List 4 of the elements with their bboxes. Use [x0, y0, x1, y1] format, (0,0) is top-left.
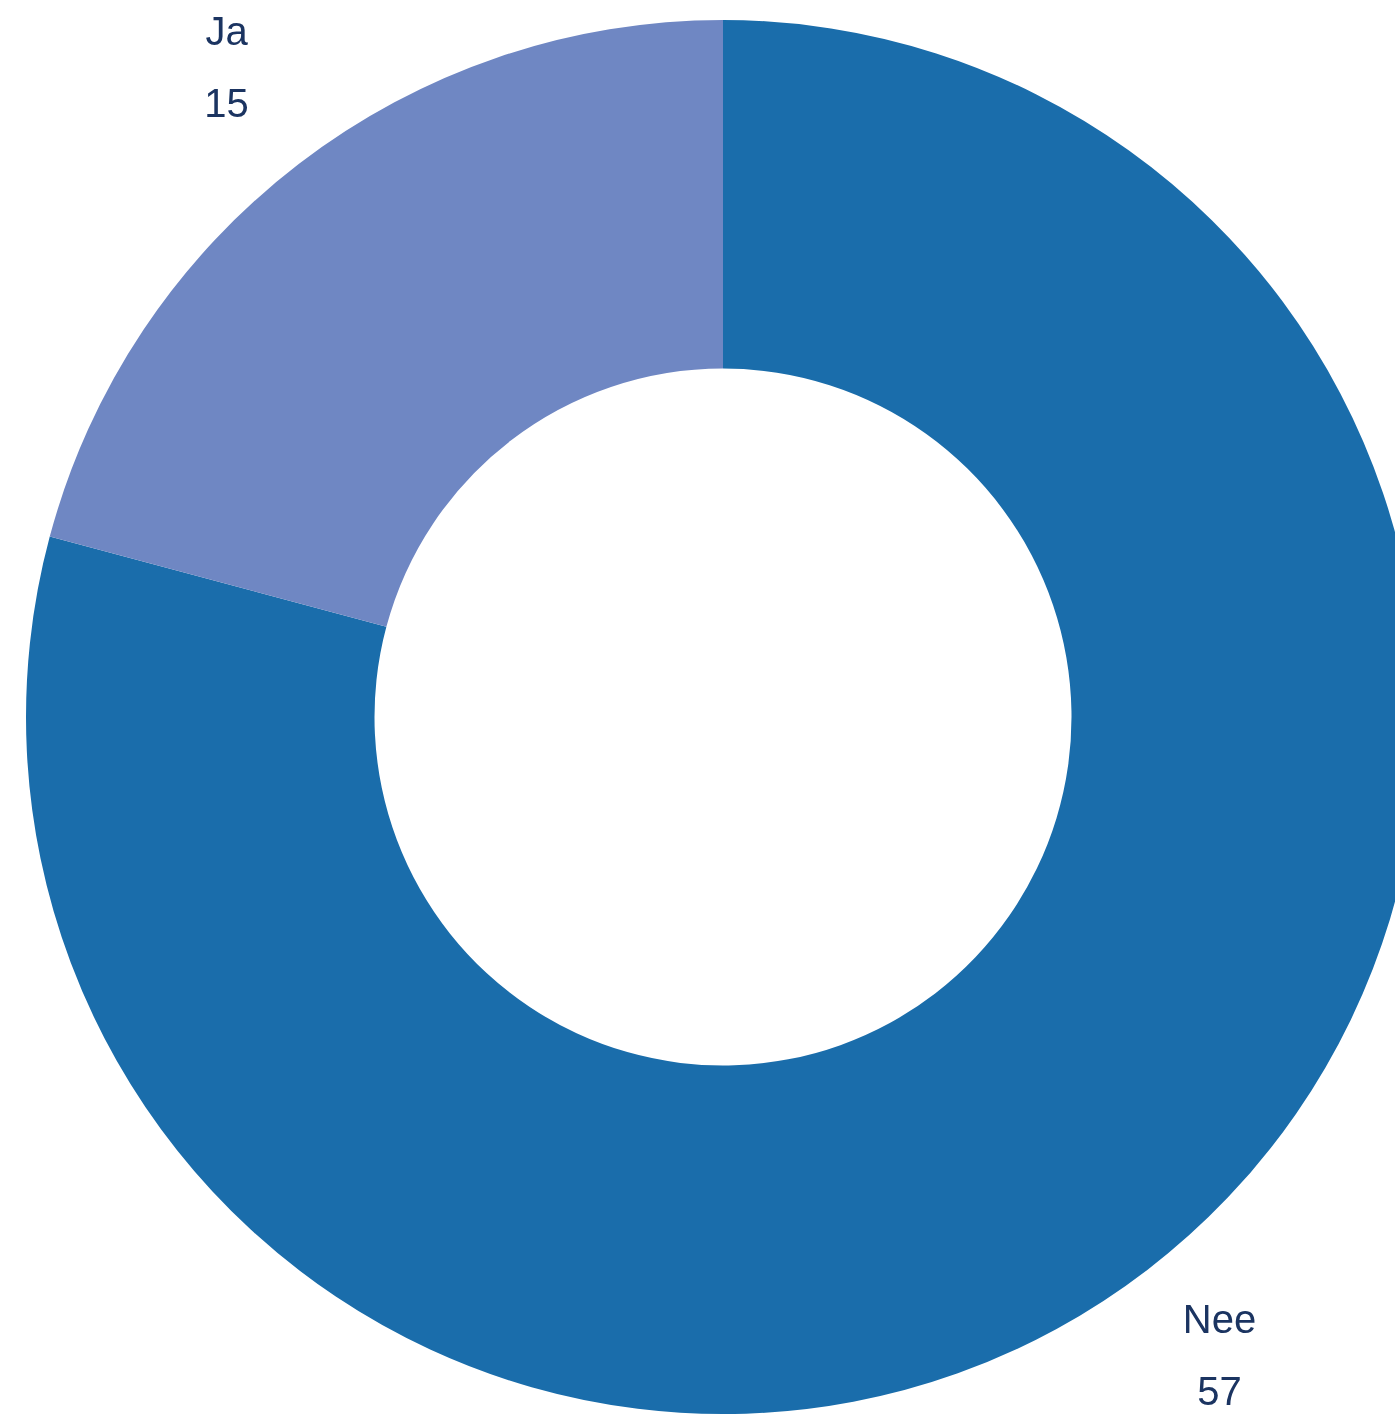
data-label: 15: [204, 81, 249, 126]
data-label: 57: [1197, 1369, 1242, 1414]
slice-label: Ja: [205, 9, 249, 54]
slice-label: Nee: [1182, 1297, 1257, 1342]
